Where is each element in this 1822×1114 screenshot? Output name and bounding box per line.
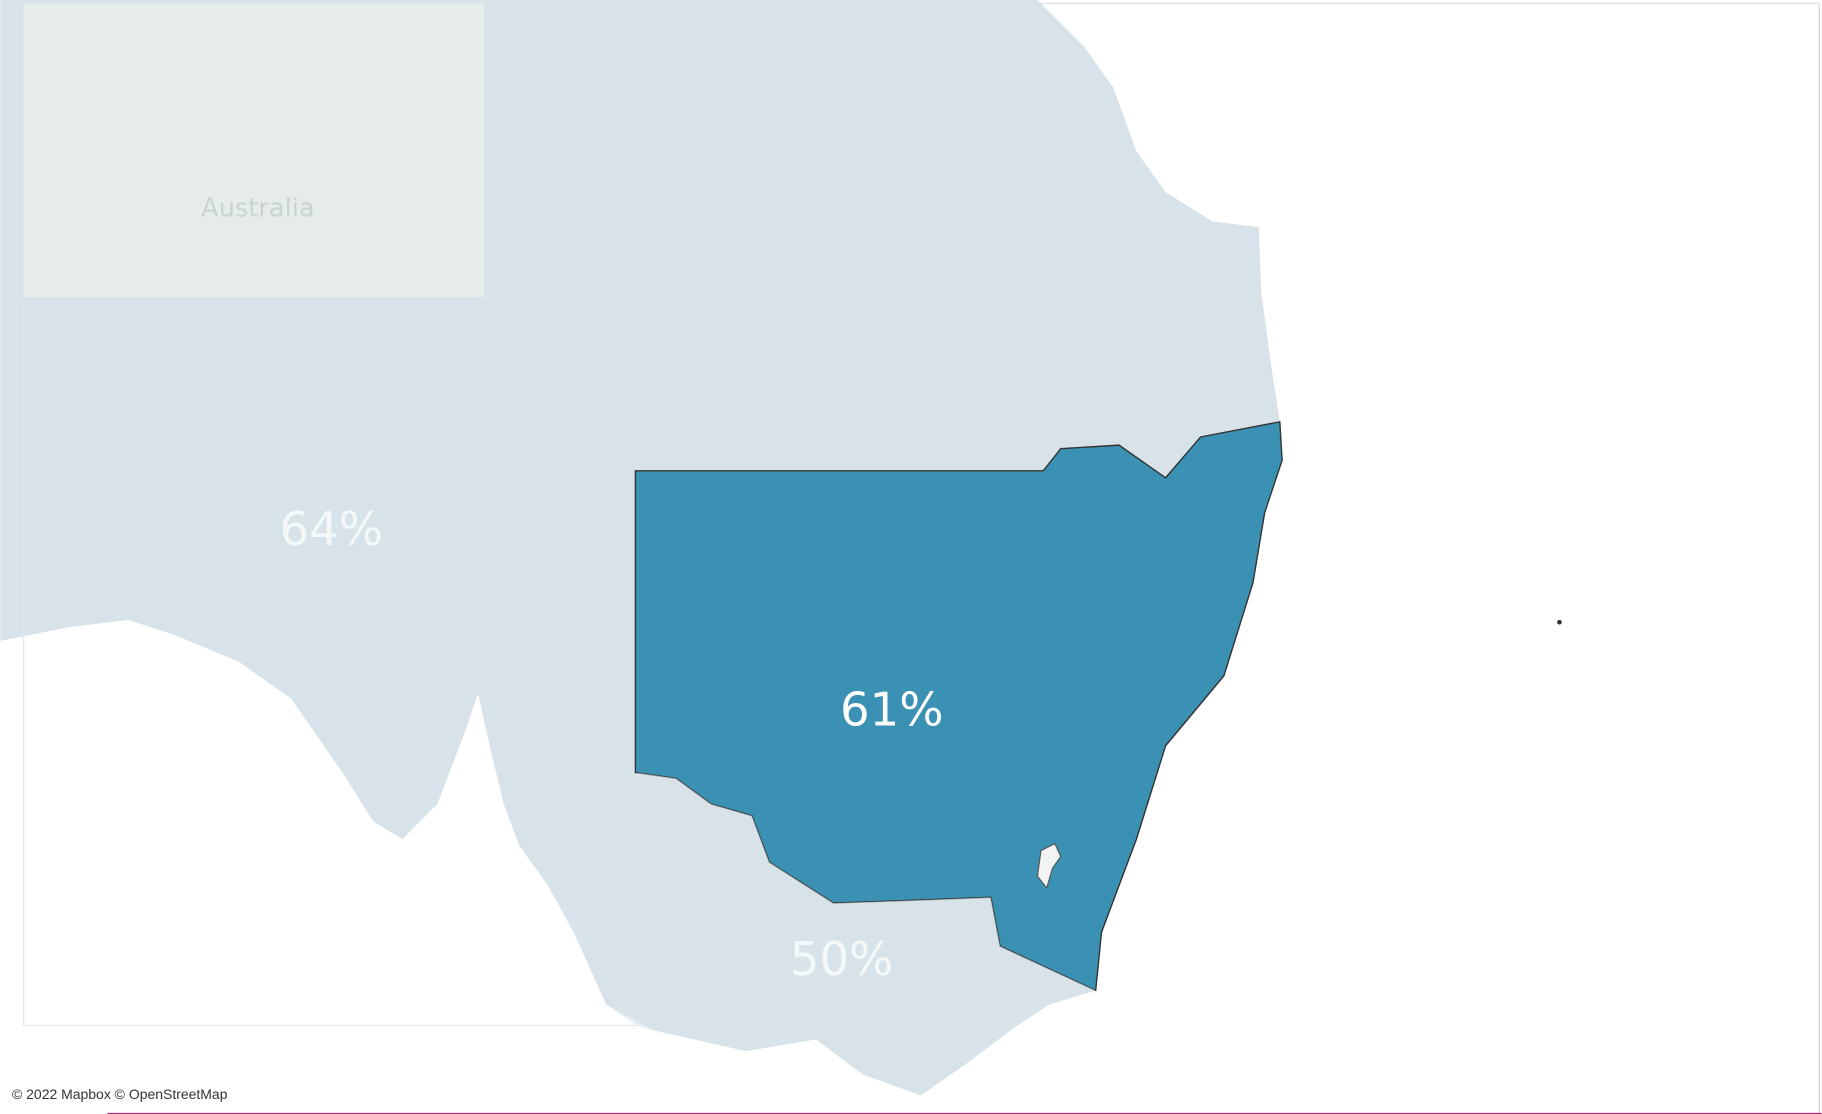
attribution: © 2022 Mapbox © OpenStreetMap bbox=[12, 1086, 228, 1102]
act-territory bbox=[1036, 842, 1062, 890]
region bbox=[23, 297, 637, 1026]
inset-box bbox=[23, 3, 484, 298]
labels: 64% 61% 50% bbox=[279, 502, 943, 986]
country-label: Australia bbox=[201, 194, 314, 224]
regions bbox=[23, 297, 1283, 1096]
region bbox=[636, 772, 1096, 1096]
region-value-label: 61% bbox=[840, 683, 944, 737]
region-value-label: 50% bbox=[790, 932, 894, 986]
island bbox=[1557, 619, 1562, 625]
region-value-label: 64% bbox=[279, 502, 383, 556]
